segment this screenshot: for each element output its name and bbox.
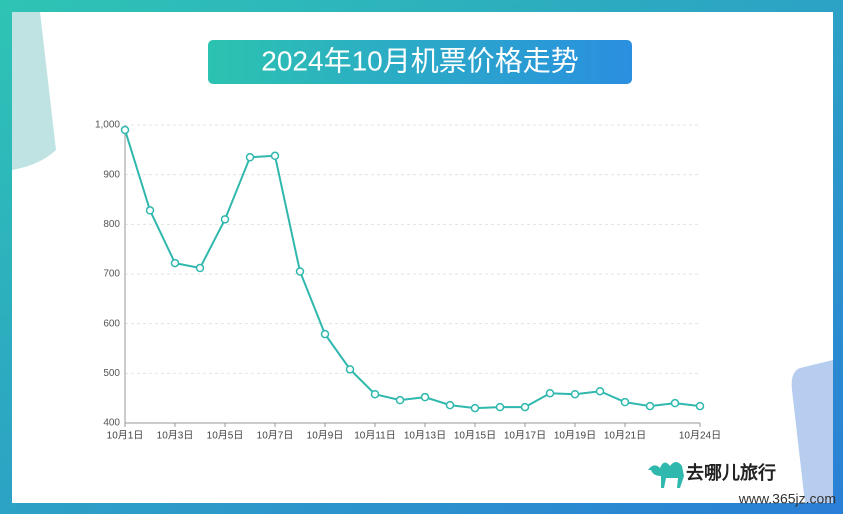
- decor: [12, 12, 56, 170]
- plot: 400 500 600 700 800 900 1,000 10月1日 10月3日 10月5日 10…: [95, 120, 721, 442]
- brand-logo: [648, 462, 684, 488]
- x-tick-label: 10月3日: [157, 430, 194, 442]
- point: [195, 263, 205, 273]
- point: [170, 258, 180, 268]
- point: [670, 398, 680, 408]
- y-tick-label: 800: [103, 219, 120, 230]
- point: [420, 392, 430, 402]
- y-tick-label: 1,000: [95, 120, 120, 131]
- point: [245, 153, 255, 162]
- point: [620, 397, 630, 407]
- y-tick-label: 500: [103, 368, 120, 379]
- x-tick-label: 10月9日: [307, 430, 344, 442]
- decor: [791, 360, 833, 503]
- x-tick-label: 10月17日: [504, 430, 546, 442]
- x-tick-label: 10月24日: [679, 430, 721, 442]
- point: [470, 403, 480, 413]
- point: [695, 401, 705, 411]
- line: [124, 129, 701, 410]
- x-tick-label: 10月13日: [404, 430, 446, 442]
- y-tick-label: 700: [103, 269, 120, 280]
- point: [320, 329, 330, 339]
- point: [570, 389, 580, 399]
- point: [545, 388, 555, 398]
- x-tick-label: 10月11日: [354, 430, 396, 442]
- x-tick-label: 10月5日: [207, 430, 244, 442]
- chart-title: 2024年10月机票价格走势: [261, 45, 578, 76]
- point: [445, 400, 455, 410]
- y-tick-label: 900: [103, 169, 120, 180]
- point: [120, 125, 130, 135]
- brand: 去哪儿旅行: [686, 462, 776, 483]
- x-tick-label: 10月15日: [454, 430, 496, 442]
- x-tick-label: 10月19日: [554, 430, 596, 442]
- point: [270, 151, 280, 161]
- title-box: [208, 40, 632, 84]
- x-tick-label: 10月1日: [107, 430, 144, 442]
- point: [645, 401, 655, 411]
- y-tick-label: 400: [103, 418, 120, 429]
- y-tick-label: 600: [103, 318, 120, 329]
- point: [495, 402, 505, 412]
- point: [220, 215, 230, 224]
- point: [395, 395, 405, 405]
- point: [595, 386, 605, 396]
- point: [345, 365, 355, 374]
- x-tick-label: 10月7日: [257, 430, 294, 442]
- point: [145, 206, 155, 215]
- x-tick-label: 10月21日: [604, 430, 646, 442]
- point: [520, 402, 530, 412]
- watermark: www.365jz.com: [738, 491, 836, 507]
- panel: [12, 12, 833, 503]
- point: [295, 267, 305, 276]
- point: [370, 389, 380, 399]
